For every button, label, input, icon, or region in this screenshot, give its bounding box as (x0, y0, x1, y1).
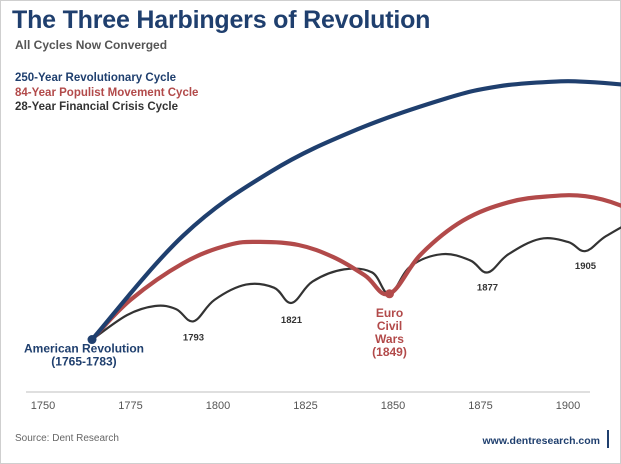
annotation-line: Euro (376, 306, 403, 320)
annotation-line: Wars (375, 332, 404, 346)
x-tick-label: 1775 (118, 400, 142, 412)
series-line-populist (89, 193, 621, 342)
x-tick-label: 1875 (468, 400, 492, 412)
legend-entry-revolutionary: 250-Year Revolutionary Cycle (15, 72, 177, 84)
x-tick-label: 1825 (293, 400, 317, 412)
annotation-0: American Revolution(1765-1783) (24, 342, 144, 369)
crisis-year-label: 1821 (281, 315, 303, 326)
legend-entry-financial: 28-Year Financial Crisis Cycle (15, 101, 179, 113)
event-marker (385, 289, 394, 299)
x-tick-label: 1900 (556, 400, 580, 412)
legend-entry-populist: 84-Year Populist Movement Cycle (15, 86, 199, 99)
event-marker (87, 335, 97, 345)
source-note: Source: Dent Research (15, 433, 119, 444)
x-tick-label: 1800 (206, 400, 230, 412)
annotation-line: (1765-1783) (51, 355, 116, 369)
annotation-line: Civil (377, 319, 402, 333)
x-tick-label: 1850 (381, 400, 405, 412)
crisis-year-label: 1793 (183, 332, 204, 343)
annotation-line: (1849) (372, 345, 407, 359)
annotation-line: American Revolution (24, 342, 144, 356)
crisis-year-label: 1877 (477, 282, 498, 293)
chart-subtitle: All Cycles Now Converged (15, 38, 168, 52)
legend: 250-Year Revolutionary Cycle 84-Year Pop… (15, 71, 198, 115)
crisis-year-label: 1905 (575, 261, 597, 272)
series-line-revolutionary (89, 79, 621, 342)
website-link[interactable]: www.dentresearch.com (482, 435, 600, 447)
series-line-financial (90, 226, 621, 341)
website-divider (607, 430, 609, 448)
x-tick-label: 1750 (31, 400, 55, 412)
chart-title: The Three Harbingers of Revolution (12, 6, 431, 34)
